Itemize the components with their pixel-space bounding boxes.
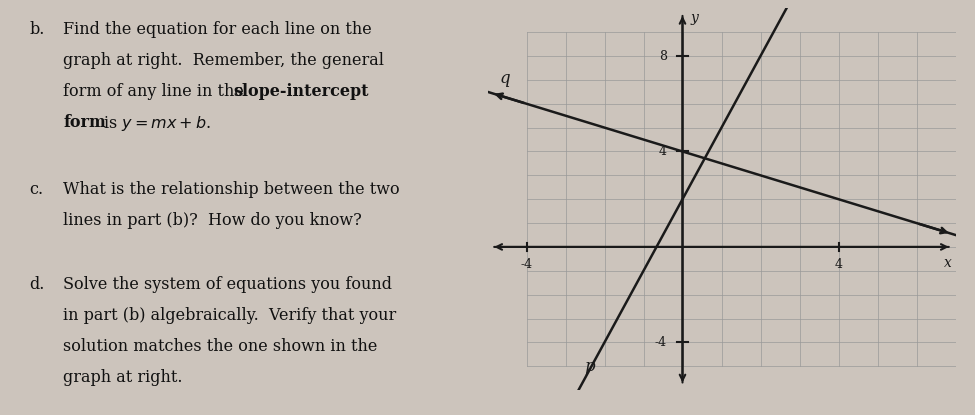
Text: y: y — [690, 11, 698, 24]
Text: d.: d. — [29, 276, 45, 293]
Text: c.: c. — [29, 181, 43, 198]
Text: solution matches the one shown in the: solution matches the one shown in the — [63, 338, 377, 355]
Text: is $y = mx + b$.: is $y = mx + b$. — [98, 114, 212, 133]
Text: slope-intercept: slope-intercept — [233, 83, 369, 100]
Text: q: q — [499, 71, 510, 88]
Text: 4: 4 — [835, 258, 842, 271]
Text: -4: -4 — [521, 258, 532, 271]
Text: 8: 8 — [659, 49, 667, 63]
Text: -4: -4 — [655, 336, 667, 349]
Text: What is the relationship between the two: What is the relationship between the two — [63, 181, 400, 198]
Text: p: p — [584, 358, 595, 375]
Text: lines in part (b)?  How do you know?: lines in part (b)? How do you know? — [63, 212, 362, 229]
Text: graph at right.: graph at right. — [63, 369, 183, 386]
Text: form of any line in the: form of any line in the — [63, 83, 250, 100]
Text: x: x — [944, 256, 952, 271]
Text: b.: b. — [29, 21, 45, 38]
Text: in part (b) algebraically.  Verify that your: in part (b) algebraically. Verify that y… — [63, 307, 397, 324]
Text: 4: 4 — [659, 145, 667, 158]
Text: Solve the system of equations you found: Solve the system of equations you found — [63, 276, 392, 293]
Text: Find the equation for each line on the: Find the equation for each line on the — [63, 21, 372, 38]
Text: form: form — [63, 114, 106, 131]
Text: graph at right.  Remember, the general: graph at right. Remember, the general — [63, 52, 384, 69]
